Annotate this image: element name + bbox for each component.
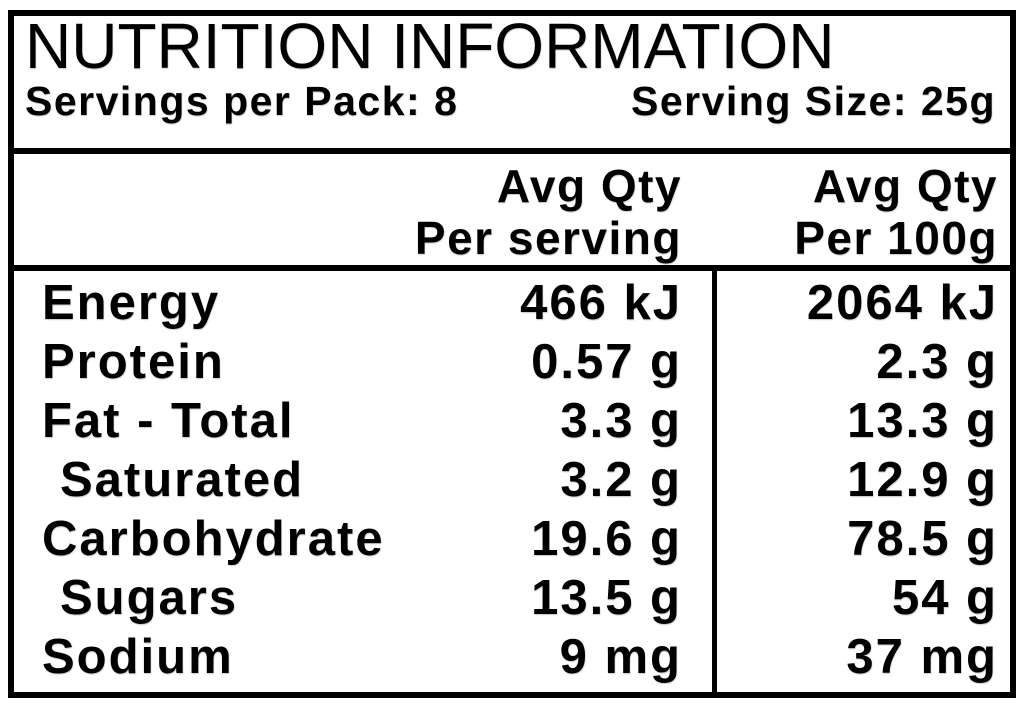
column-divider xyxy=(712,271,717,692)
cell-per-100g: 37 mg xyxy=(846,629,998,684)
col-header-per-100g-label: Per 100g xyxy=(794,212,998,264)
serving-size: Serving Size: 25g xyxy=(630,78,996,124)
cell-per-serving: 0.57 g xyxy=(531,335,682,390)
cell-per-100g: 13.3 g xyxy=(847,394,998,449)
cell-nutrient: Energy xyxy=(42,276,221,331)
cell-per-100g: 78.5 g xyxy=(847,511,998,566)
serving-info-row: Servings per Pack: 8 Serving Size: 25g xyxy=(25,78,996,124)
table-row: Sugars 13.5 g 54 g xyxy=(14,568,1010,627)
cell-nutrient: Sugars xyxy=(60,570,239,625)
cell-nutrient: Carbohydrate xyxy=(42,511,385,566)
divider-top xyxy=(14,148,1010,154)
nutrient-rows: Energy 466 kJ 2064 kJ Protein 0.57 g 2.3 g Fat… xyxy=(14,271,1010,692)
cell-per-100g: 12.9 g xyxy=(847,453,998,507)
table-row: Fat - Total 3.3 g 13.3 g xyxy=(14,392,1010,451)
label-title: NUTRITION INFORMATION xyxy=(25,10,835,82)
cell-nutrient: Sodium xyxy=(42,629,234,684)
title-section: NUTRITION INFORMATION Servings per Pack:… xyxy=(14,10,1010,148)
cell-per-serving: 3.2 g xyxy=(560,453,682,507)
table-row: Energy 466 kJ 2064 kJ xyxy=(14,274,1010,333)
column-header-section: Avg Qty Per serving Avg Qty Per 100g xyxy=(14,154,1010,265)
cell-nutrient: Saturated xyxy=(60,453,305,507)
nutrition-label-panel: NUTRITION INFORMATION Servings per Pack:… xyxy=(8,10,1016,698)
table-row: Saturated 3.2 g 12.9 g xyxy=(14,451,1010,510)
cell-nutrient: Protein xyxy=(42,335,225,390)
cell-per-100g: 54 g xyxy=(891,570,998,625)
col-header-per-serving: Avg Qty Per serving xyxy=(415,160,682,264)
cell-per-100g: 2064 kJ xyxy=(806,276,998,331)
cell-per-serving: 466 kJ xyxy=(520,276,682,331)
col-header-per-serving-label: Per serving xyxy=(414,212,682,264)
cell-nutrient: Fat - Total xyxy=(42,394,295,449)
cell-per-serving: 9 mg xyxy=(559,629,682,684)
cell-per-100g: 2.3 g xyxy=(876,335,998,390)
col-header-avg-qty-1: Avg Qty xyxy=(496,160,682,212)
cell-per-serving: 19.6 g xyxy=(531,511,682,566)
col-header-per-100g: Avg Qty Per 100g xyxy=(794,160,998,264)
servings-per-pack: Servings per Pack: 8 xyxy=(25,78,459,124)
table-row: Carbohydrate 19.6 g 78.5 g xyxy=(14,509,1010,568)
divider-mid xyxy=(14,265,1010,271)
cell-per-serving: 13.5 g xyxy=(531,570,682,625)
table-row: Protein 0.57 g 2.3 g xyxy=(14,333,1010,392)
table-row: Sodium 9 mg 37 mg xyxy=(14,627,1010,686)
col-header-avg-qty-2: Avg Qty xyxy=(812,160,998,212)
cell-per-serving: 3.3 g xyxy=(560,394,682,449)
